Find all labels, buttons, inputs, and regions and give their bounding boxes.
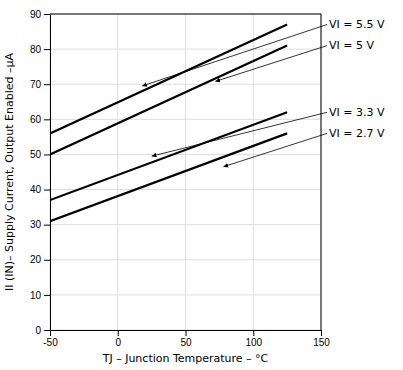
- tick-label: 70: [30, 79, 42, 90]
- tick-mark: [44, 260, 50, 261]
- y-axis: 0 10 20 30 40 50 60 70 80 90: [30, 9, 51, 336]
- tick: 100: [245, 330, 262, 348]
- grid-line: [321, 14, 322, 330]
- tick: 90: [30, 9, 50, 20]
- annotation: VI = 2.7 V: [329, 127, 385, 140]
- chart: -500501001500102030405060708090VI = 5.5 …: [0, 0, 403, 370]
- tick-label: 0: [35, 325, 41, 336]
- tick: 80: [30, 44, 50, 55]
- tick-label: 40: [30, 184, 42, 195]
- frame: [321, 14, 322, 330]
- tick: 10: [30, 290, 50, 301]
- tick: 50: [180, 330, 192, 348]
- annotation: VI = 5.5 V: [329, 18, 385, 31]
- series-line: [50, 25, 287, 134]
- tick-mark: [44, 154, 50, 155]
- tick-mark: [186, 330, 187, 336]
- tick-mark: [44, 14, 50, 15]
- tick: 150: [313, 330, 330, 348]
- tick-mark: [321, 330, 322, 336]
- grid-line: [50, 224, 321, 225]
- tick-mark: [253, 330, 254, 336]
- frame: [50, 14, 321, 15]
- tick-mark: [44, 225, 50, 226]
- annotation-arrow: [152, 112, 327, 156]
- annotation: VI = 5 V: [329, 39, 374, 52]
- annotation-arrow: [223, 133, 327, 166]
- annotation-arrow: [142, 25, 327, 86]
- grid-line: [50, 189, 321, 190]
- annotations: VI = 5.5 V VI = 5 V VI = 3.3 V VI = 2.7 V: [142, 18, 385, 166]
- series-line: [50, 112, 287, 200]
- grid-line: [50, 14, 321, 15]
- tick: 20: [30, 254, 50, 265]
- grid-line: [50, 84, 321, 85]
- series-line: [50, 133, 287, 221]
- grid-line: [50, 259, 321, 260]
- tick-label: 50: [180, 337, 192, 348]
- grid: [50, 14, 321, 330]
- tick-label: 150: [313, 337, 330, 348]
- grid-line: [117, 14, 118, 330]
- tick-mark: [118, 330, 119, 336]
- axis-line: [51, 331, 322, 337]
- tick-label: 100: [245, 337, 262, 348]
- tick-label: 60: [30, 114, 42, 125]
- series-line: [50, 46, 287, 155]
- tick-label: 90: [30, 9, 42, 20]
- grid-line: [50, 294, 321, 295]
- annotation-arrow: [215, 46, 327, 82]
- tick-label: 50: [30, 149, 42, 160]
- lines: [50, 25, 287, 222]
- tick: 70: [30, 79, 50, 90]
- tick-mark: [44, 330, 50, 331]
- plot-area: -500501001500102030405060708090VI = 5.5 …: [30, 9, 385, 348]
- tick: 30: [30, 219, 50, 230]
- tick-label: 0: [115, 337, 121, 348]
- tick-mark: [44, 49, 50, 50]
- tick: 0: [35, 325, 50, 336]
- grid-line: [50, 154, 321, 155]
- tick-label: 80: [30, 44, 42, 55]
- grid-line: [50, 119, 321, 120]
- tick: 50: [30, 149, 50, 160]
- axis-line: [44, 15, 51, 331]
- tick: 60: [30, 114, 50, 125]
- tick-label: 20: [30, 254, 42, 265]
- x-axis-title: TJ – Junction Temperature – °C: [102, 352, 269, 365]
- tick-label: 10: [30, 290, 42, 301]
- tick-mark: [44, 84, 50, 85]
- tick-mark: [44, 119, 50, 120]
- y-axis-title: II (IN)– Supply Current, Output Enabled …: [3, 53, 16, 291]
- annotation: VI = 3.3 V: [329, 106, 385, 119]
- tick: 0: [115, 330, 121, 348]
- tick-label: 30: [30, 219, 42, 230]
- x-axis: -50 0 50 100 150: [43, 330, 330, 348]
- tick: 40: [30, 184, 50, 195]
- tick: -50: [43, 330, 58, 348]
- tick-mark: [44, 190, 50, 191]
- tick-mark: [44, 295, 50, 296]
- tick-label: -50: [43, 337, 58, 348]
